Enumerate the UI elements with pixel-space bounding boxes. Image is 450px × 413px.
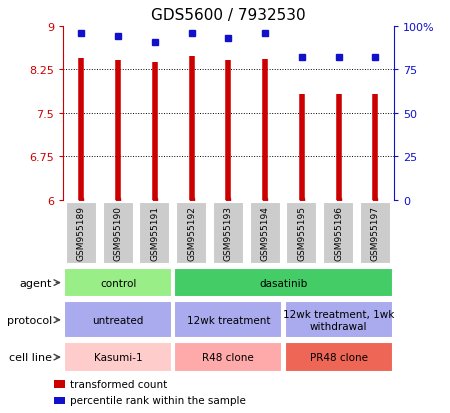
- Text: GSM955196: GSM955196: [334, 206, 343, 261]
- Text: GSM955195: GSM955195: [297, 206, 306, 261]
- Text: GSM955192: GSM955192: [187, 206, 196, 261]
- FancyBboxPatch shape: [284, 342, 393, 372]
- FancyBboxPatch shape: [66, 202, 97, 264]
- Bar: [54, 380, 65, 388]
- FancyBboxPatch shape: [284, 301, 393, 339]
- Text: percentile rank within the sample: percentile rank within the sample: [70, 396, 246, 406]
- FancyBboxPatch shape: [174, 301, 283, 339]
- Text: protocol: protocol: [6, 315, 52, 325]
- Text: GSM955194: GSM955194: [261, 206, 270, 261]
- FancyBboxPatch shape: [140, 202, 170, 264]
- FancyBboxPatch shape: [176, 202, 207, 264]
- Title: GDS5600 / 7932530: GDS5600 / 7932530: [151, 8, 306, 23]
- FancyBboxPatch shape: [64, 268, 172, 298]
- Text: 12wk treatment, 1wk
withdrawal: 12wk treatment, 1wk withdrawal: [283, 309, 394, 331]
- Text: untreated: untreated: [92, 315, 144, 325]
- Bar: [54, 397, 65, 404]
- Text: transformed count: transformed count: [70, 379, 167, 389]
- Text: Kasumi-1: Kasumi-1: [94, 352, 143, 362]
- FancyBboxPatch shape: [64, 342, 172, 372]
- Text: cell line: cell line: [9, 352, 52, 362]
- FancyBboxPatch shape: [174, 268, 393, 298]
- Text: PR48 clone: PR48 clone: [310, 352, 368, 362]
- FancyBboxPatch shape: [64, 301, 172, 339]
- FancyBboxPatch shape: [287, 202, 317, 264]
- FancyBboxPatch shape: [250, 202, 280, 264]
- FancyBboxPatch shape: [103, 202, 134, 264]
- FancyBboxPatch shape: [323, 202, 354, 264]
- Text: GSM955191: GSM955191: [150, 206, 159, 261]
- FancyBboxPatch shape: [174, 342, 283, 372]
- Text: GSM955197: GSM955197: [371, 206, 380, 261]
- FancyBboxPatch shape: [213, 202, 244, 264]
- Text: dasatinib: dasatinib: [259, 278, 308, 288]
- Text: 12wk treatment: 12wk treatment: [187, 315, 270, 325]
- Text: R48 clone: R48 clone: [202, 352, 254, 362]
- Text: agent: agent: [19, 278, 52, 288]
- Text: GSM955189: GSM955189: [77, 206, 86, 261]
- Text: GSM955193: GSM955193: [224, 206, 233, 261]
- Text: control: control: [100, 278, 136, 288]
- FancyBboxPatch shape: [360, 202, 391, 264]
- Text: GSM955190: GSM955190: [113, 206, 122, 261]
